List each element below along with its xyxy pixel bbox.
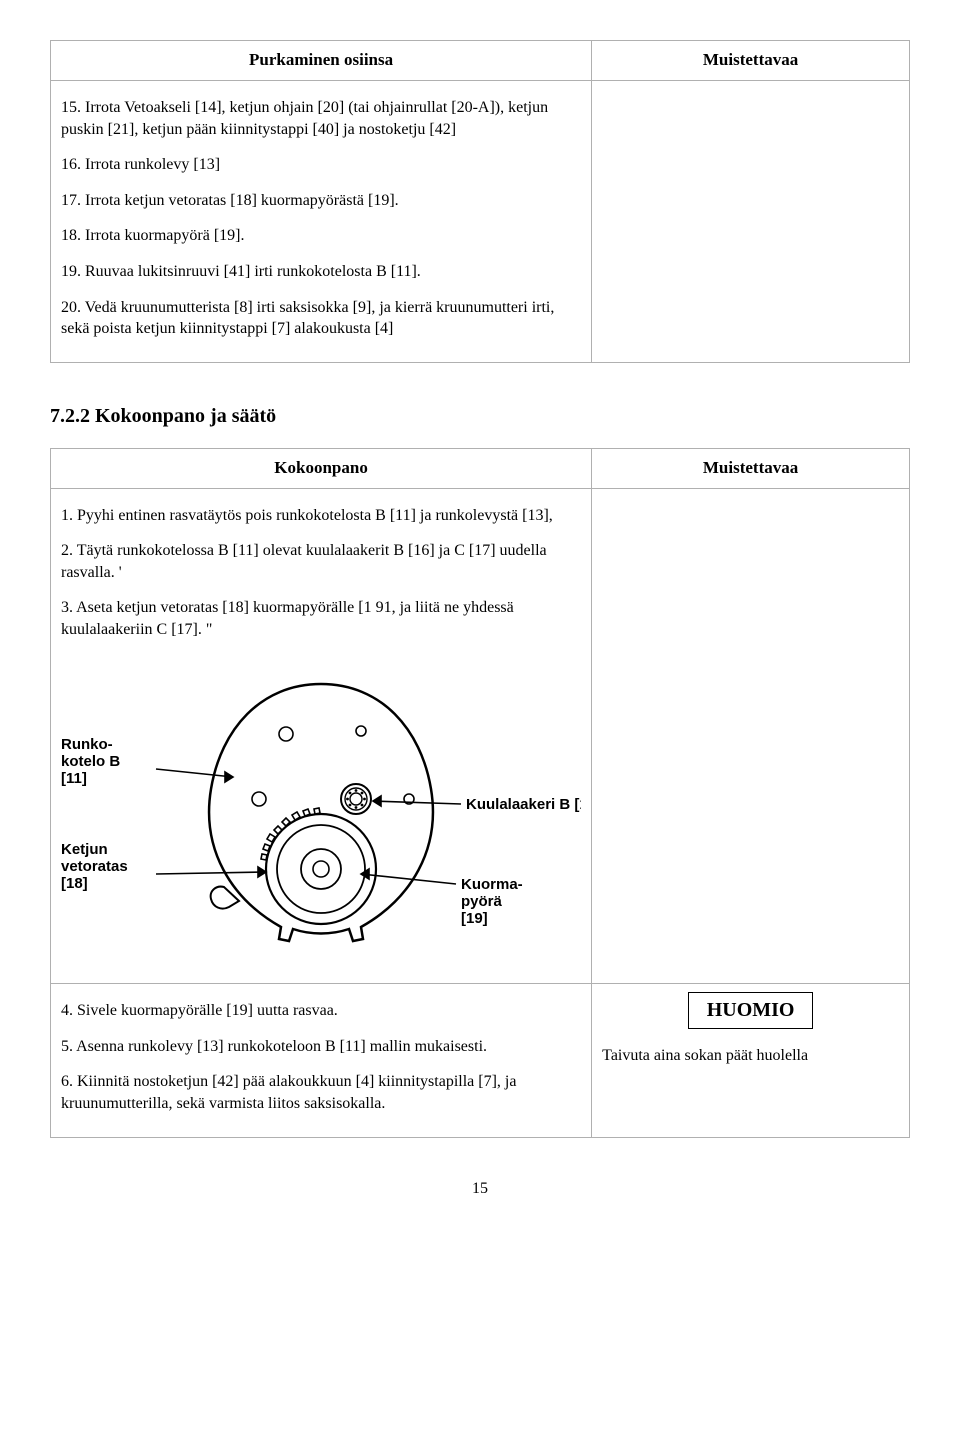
cell-muistettavaa-2 — [592, 488, 910, 984]
diagram-svg: Runko- kotelo B [11] Ketjun vetoratas [1… — [61, 659, 581, 959]
diagram-container: Runko- kotelo B [11] Ketjun vetoratas [1… — [61, 659, 581, 966]
header-purkaminen: Purkaminen osiinsa — [51, 41, 592, 81]
diagram-label-kuorma: Kuorma- pyörä [19] — [461, 876, 527, 927]
step-19: 19. Ruuvaa lukitsinruuvi [41] irti runko… — [61, 261, 581, 283]
step-15: 15. Irrota Vetoakseli [14], ketjun ohjai… — [61, 97, 581, 140]
huomio-text: Taivuta aina sokan päät huolella — [602, 1045, 899, 1067]
header-kokoonpano: Kokoonpano — [51, 448, 592, 488]
step2-2: 2. Täytä runkokotelossa B [11] olevat ku… — [61, 540, 581, 583]
step-20: 20. Vedä kruunumutterista [8] irti saksi… — [61, 297, 581, 340]
cell-purkaminen-steps: 15. Irrota Vetoakseli [14], ketjun ohjai… — [51, 80, 592, 362]
diagram-label-runko: Runko- kotelo B [11] — [61, 736, 124, 787]
section-title: 7.2.2 Kokoonpano ja säätö — [50, 403, 910, 430]
cell-lower-steps: 4. Sivele kuormapyörälle [19] uutta rasv… — [51, 984, 592, 1137]
huomio-label: HUOMIO — [688, 992, 814, 1029]
step-17: 17. Irrota ketjun vetoratas [18] kuormap… — [61, 190, 581, 212]
step-16: 16. Irrota runkolevy [13] — [61, 154, 581, 176]
page-number: 15 — [50, 1178, 910, 1200]
step2-1: 1. Pyyhi entinen rasvatäytös pois runkok… — [61, 505, 581, 527]
step2-4: 4. Sivele kuormapyörälle [19] uutta rasv… — [61, 1000, 581, 1022]
diagram-label-kuula: Kuulalaakeri B [16] — [466, 796, 581, 813]
step2-3: 3. Aseta ketjun vetoratas [18] kuormapyö… — [61, 597, 581, 640]
table-kokoonpano: Kokoonpano Muistettavaa 1. Pyyhi entinen… — [50, 448, 910, 1138]
cell-kokoonpano-steps: 1. Pyyhi entinen rasvatäytös pois runkok… — [51, 488, 592, 984]
diagram-label-ketjun: Ketjun vetoratas [18] — [61, 841, 132, 892]
header-muistettavaa-2: Muistettavaa — [592, 448, 910, 488]
table-purkaminen: Purkaminen osiinsa Muistettavaa 15. Irro… — [50, 40, 910, 363]
step2-5: 5. Asenna runkolevy [13] runkokoteloon B… — [61, 1036, 581, 1058]
header-muistettavaa-1: Muistettavaa — [592, 41, 910, 81]
cell-muistettavaa-1 — [592, 80, 910, 362]
step2-6: 6. Kiinnitä nostoketjun [42] pää alakouk… — [61, 1071, 581, 1114]
cell-huomio: HUOMIO Taivuta aina sokan päät huolella — [592, 984, 910, 1137]
step-18: 18. Irrota kuormapyörä [19]. — [61, 225, 581, 247]
